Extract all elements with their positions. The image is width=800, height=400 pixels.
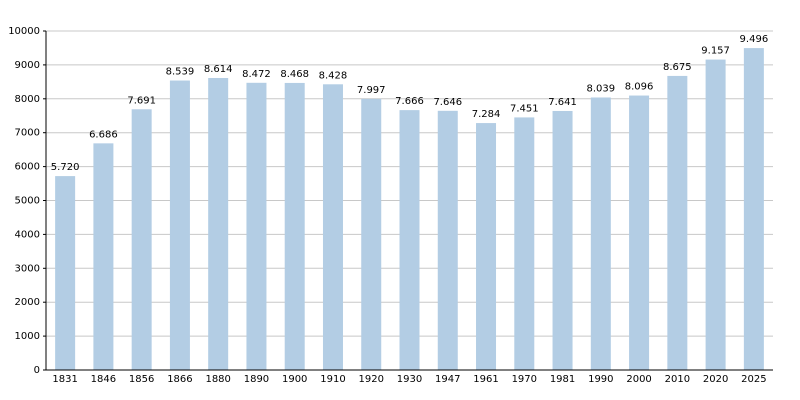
value-label: 8.614	[204, 64, 233, 75]
bar	[322, 84, 343, 370]
bar	[169, 80, 190, 371]
value-label: 7.284	[472, 109, 501, 120]
x-tick-label: 2020	[703, 374, 728, 385]
x-tick-label: 1981	[550, 374, 575, 385]
bar	[705, 59, 726, 371]
x-tick-label: 1930	[397, 374, 422, 385]
y-tick-label: 10000	[8, 26, 40, 37]
value-label: 8.096	[625, 82, 654, 93]
y-tick-label: 5000	[15, 196, 40, 207]
value-label: 8.472	[242, 69, 271, 80]
value-label: 8.428	[319, 70, 348, 81]
value-label: 7.646	[433, 97, 462, 108]
value-label: 9.496	[740, 34, 769, 45]
x-tick-label: 1831	[52, 374, 77, 385]
x-tick-label: 1900	[282, 374, 307, 385]
y-tick-label: 3000	[15, 263, 40, 274]
bar	[590, 97, 611, 370]
value-label: 9.157	[701, 46, 730, 57]
x-tick-label: 1990	[588, 374, 613, 385]
x-tick-label: 1947	[435, 374, 460, 385]
x-tick-label: 1920	[359, 374, 384, 385]
x-tick-label: 2010	[665, 374, 690, 385]
bar	[743, 48, 764, 370]
value-label: 7.666	[395, 96, 424, 107]
bar	[208, 77, 229, 370]
bar	[437, 110, 458, 370]
value-label: 6.686	[89, 129, 118, 140]
x-tick-label: 1890	[244, 374, 269, 385]
x-tick-label: 1856	[129, 374, 154, 385]
bar	[246, 82, 267, 371]
bar	[552, 110, 573, 371]
value-label: 8.039	[586, 83, 615, 94]
value-label: 7.997	[357, 85, 386, 96]
y-tick-label: 7000	[15, 128, 40, 139]
value-label: 8.539	[166, 67, 195, 78]
x-tick-label: 1910	[320, 374, 345, 385]
bar	[514, 117, 535, 370]
bar	[476, 123, 497, 370]
value-label: 7.691	[127, 95, 156, 106]
y-tick-label: 9000	[15, 60, 40, 71]
y-tick-label: 6000	[15, 162, 40, 173]
x-tick-label: 2000	[626, 374, 651, 385]
bar	[399, 110, 420, 371]
bar	[284, 82, 305, 370]
bar	[55, 176, 76, 370]
x-tick-label: 1880	[205, 374, 230, 385]
x-tick-label: 1846	[91, 374, 116, 385]
value-label: 7.451	[510, 103, 539, 114]
y-tick-label: 4000	[15, 229, 40, 240]
value-label: 5.720	[51, 162, 80, 173]
y-tick-label: 2000	[15, 297, 40, 308]
x-tick-label: 1961	[473, 374, 498, 385]
bar	[131, 109, 152, 371]
y-tick-label: 1000	[15, 331, 40, 342]
x-tick-label: 2025	[741, 374, 766, 385]
bar	[361, 98, 382, 370]
value-label: 8.468	[280, 69, 309, 80]
y-tick-label: 0	[34, 365, 40, 376]
value-label: 7.641	[548, 97, 577, 108]
bar	[667, 75, 688, 370]
x-tick-label: 1970	[512, 374, 537, 385]
bar	[629, 95, 650, 371]
value-label: 8.675	[663, 62, 692, 73]
y-tick-label: 8000	[15, 94, 40, 105]
x-tick-label: 1866	[167, 374, 192, 385]
bar	[93, 143, 114, 370]
